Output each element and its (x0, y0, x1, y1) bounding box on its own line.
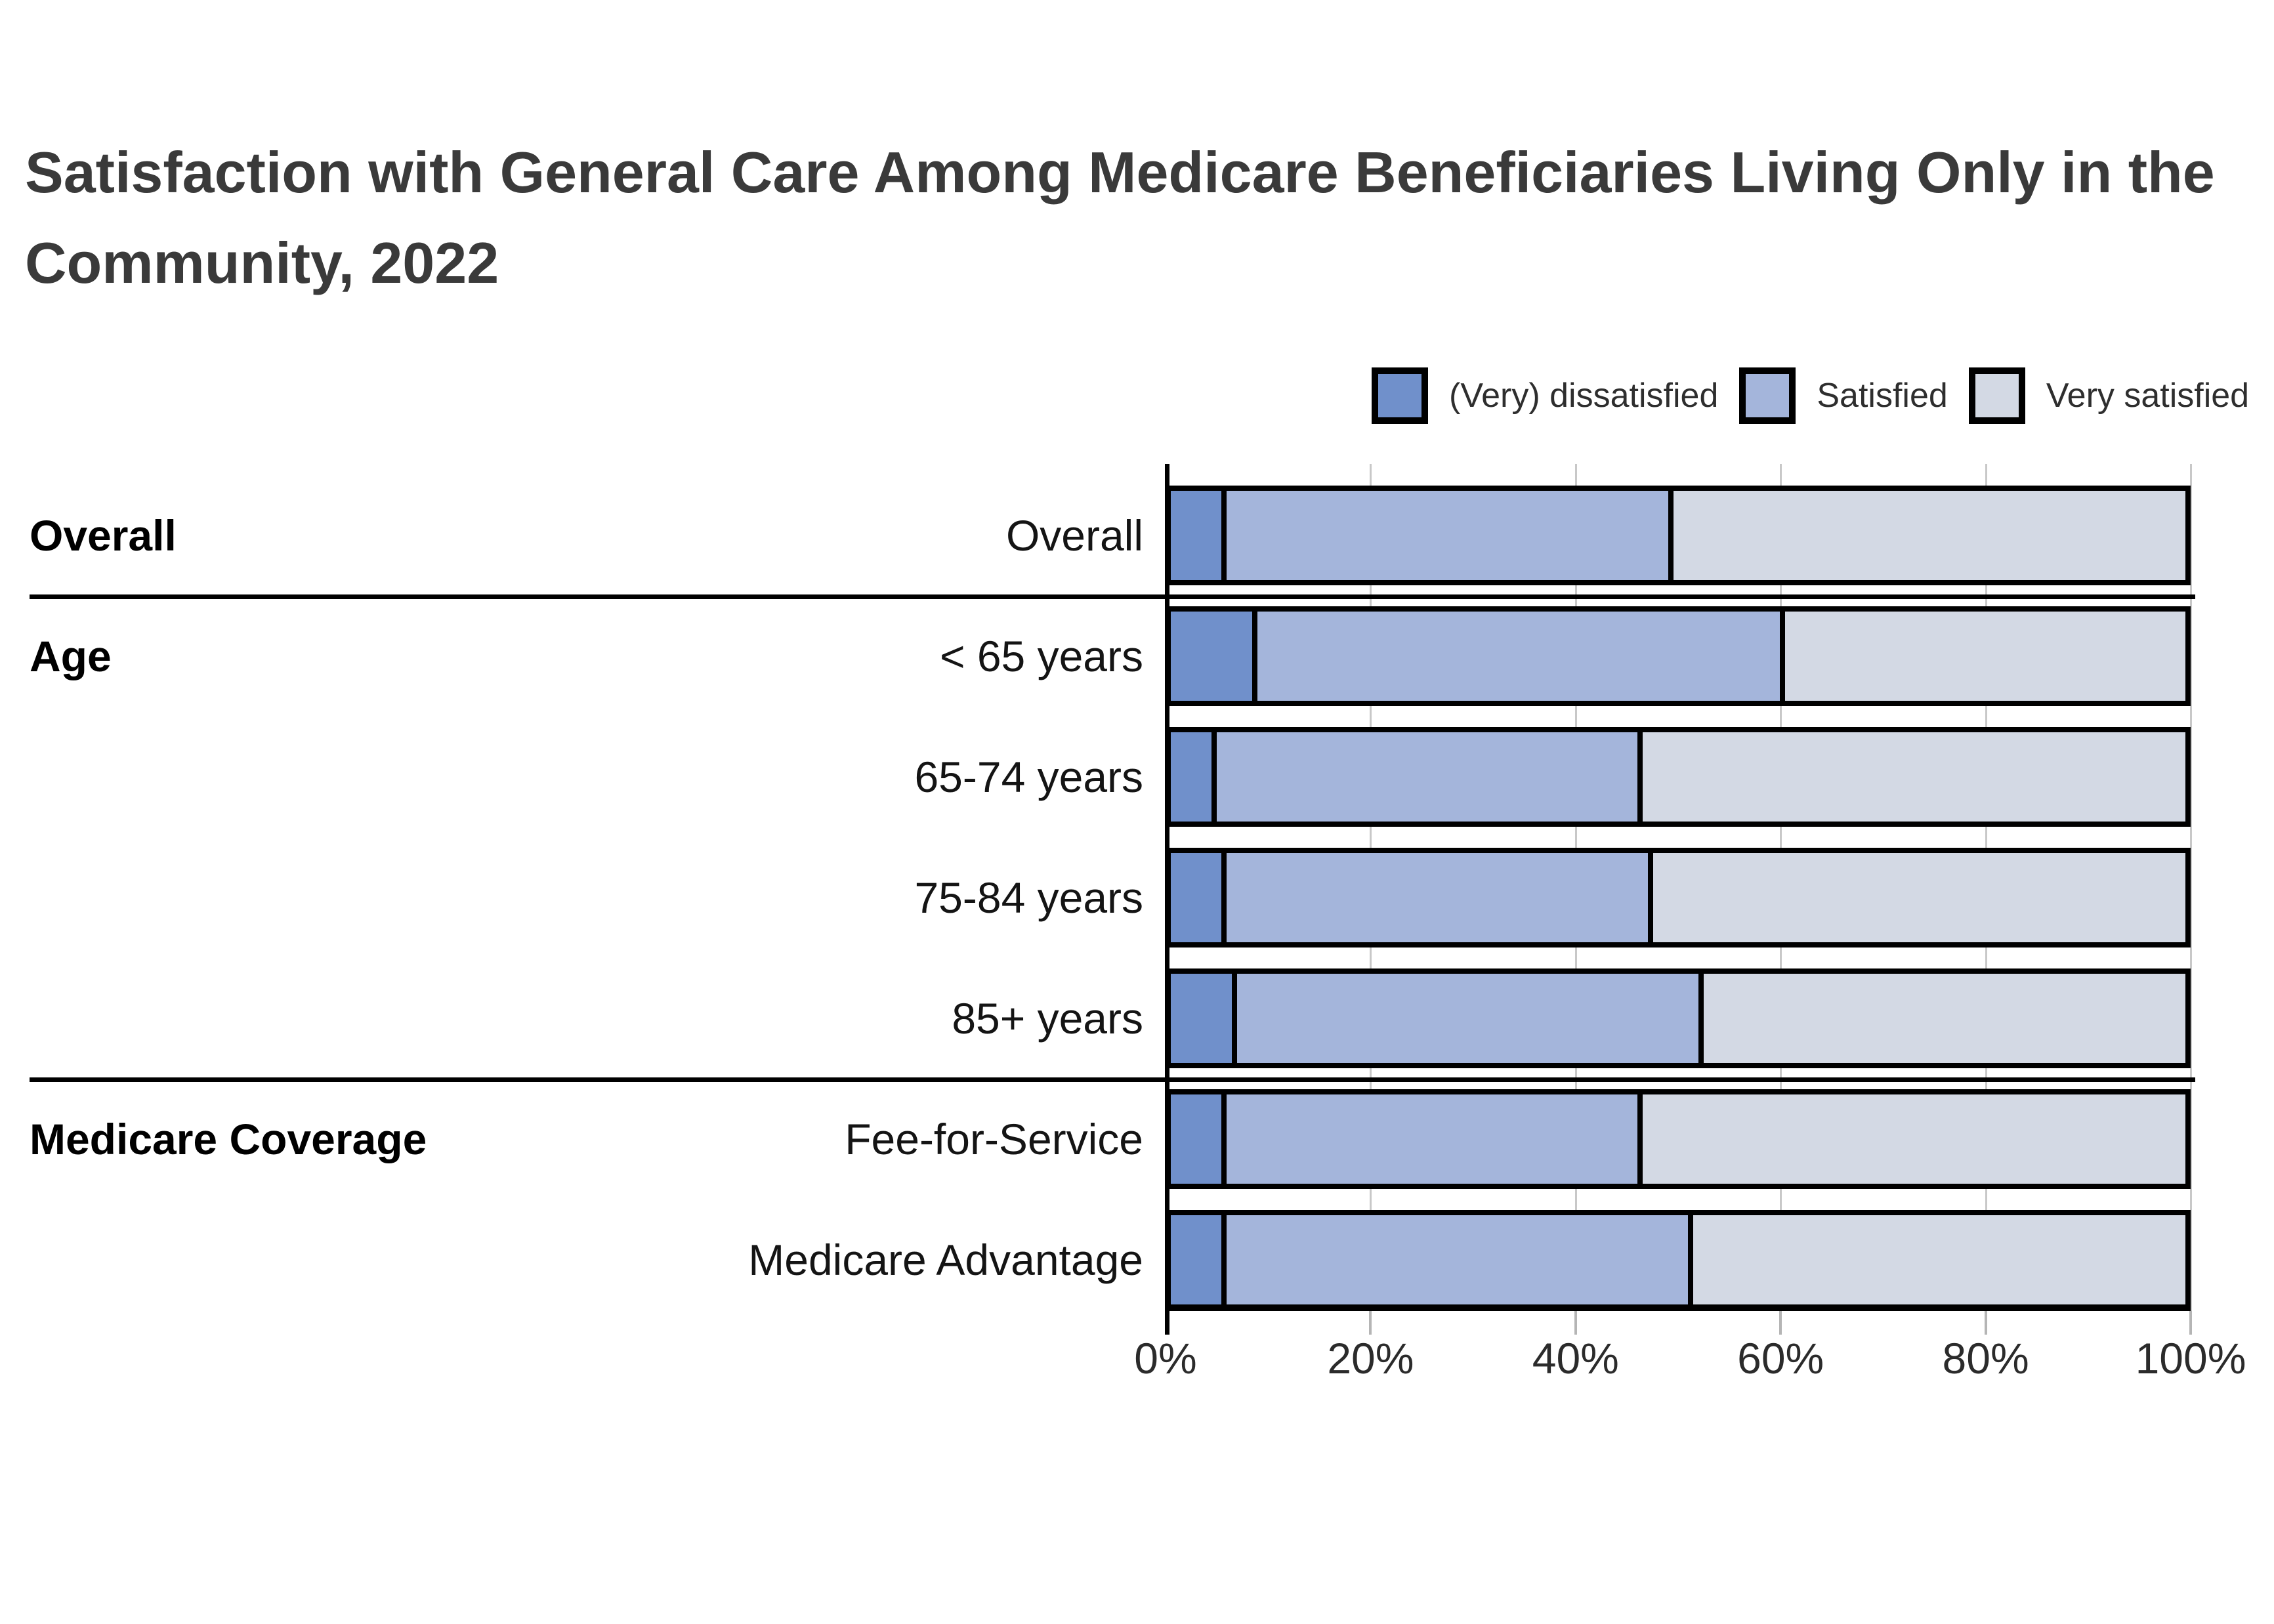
legend-swatch-1 (1372, 367, 1428, 424)
bar-segment-4-1 (1171, 853, 1222, 942)
chart-title-line1: Satisfaction with General Care Among Med… (25, 140, 2215, 205)
bar-segment-3-3 (1637, 732, 2185, 822)
x-axis-tick-label-40: 40% (1532, 1334, 1619, 1383)
legend-item-1: (Very) dissatisfied (1372, 367, 1718, 424)
bar-segment-5-1 (1171, 974, 1232, 1063)
bar-segment-1-1 (1171, 491, 1222, 580)
section-separator-1 (30, 594, 2195, 599)
bar-row-2 (1166, 606, 2191, 706)
bar-segment-7-2 (1221, 1215, 1689, 1304)
legend-label-1: (Very) dissatisfied (1449, 377, 1719, 415)
bar-row-7 (1166, 1210, 2191, 1310)
row-label-1: Overall (1005, 511, 1143, 560)
bar-segment-6-2 (1221, 1094, 1638, 1184)
row-label-6: Fee-for-Service (845, 1115, 1143, 1163)
section-separator-2 (30, 1077, 2195, 1082)
row-label-4: 75-84 years (914, 873, 1143, 922)
gridline-100 (2190, 464, 2192, 1311)
x-axis-tick-80 (1984, 1311, 1987, 1335)
bar-row-5 (1166, 968, 2191, 1068)
bar-segment-2-2 (1252, 612, 1780, 701)
bar-segment-1-3 (1668, 491, 2185, 580)
x-axis-tick-60 (1779, 1311, 1782, 1335)
section-label-1: Overall (30, 511, 177, 560)
x-axis-tick-label-100: 100% (2135, 1334, 2246, 1383)
bar-row-3 (1166, 727, 2191, 827)
bar-segment-2-1 (1171, 612, 1252, 701)
chart-legend: (Very) dissatisfied Satisfied Very satisfi… (1372, 366, 2249, 425)
bar-segment-7-3 (1688, 1215, 2185, 1304)
row-label-7: Medicare Advantage (748, 1236, 1143, 1284)
bar-row-6 (1166, 1089, 2191, 1189)
bar-segment-4-3 (1647, 853, 2185, 942)
row-label-2: < 65 years (939, 632, 1143, 680)
bar-row-4 (1166, 848, 2191, 947)
bar-segment-1-2 (1221, 491, 1668, 580)
bar-segment-3-2 (1211, 732, 1638, 822)
bar-segment-5-2 (1231, 974, 1698, 1063)
bar-segment-3-1 (1171, 732, 1211, 822)
x-axis-tick-label-20: 20% (1327, 1334, 1414, 1383)
bar-segment-6-1 (1171, 1094, 1222, 1184)
chart-title: Satisfaction with General Care Among Med… (25, 127, 2215, 308)
legend-label-3: Very satisfied (2046, 377, 2250, 415)
bar-segment-6-3 (1637, 1094, 2185, 1184)
bar-segment-4-2 (1221, 853, 1648, 942)
row-label-3: 65-74 years (914, 753, 1143, 801)
bar-row-1 (1166, 486, 2191, 585)
legend-item-3: Very satisfied (1968, 367, 2250, 424)
x-axis-tick-label-60: 60% (1737, 1334, 1824, 1383)
legend-swatch-2 (1739, 367, 1796, 424)
section-label-2: Age (30, 632, 112, 680)
section-label-3: Medicare Coverage (30, 1115, 427, 1163)
bar-segment-5-3 (1698, 974, 2185, 1063)
bar-segment-7-1 (1171, 1215, 1222, 1304)
x-axis-tick-label-0: 0% (1134, 1334, 1197, 1383)
legend-item-2: Satisfied (1739, 367, 1948, 424)
bar-segment-2-3 (1779, 612, 2185, 701)
chart-title-line2: Community, 2022 (25, 230, 499, 295)
x-axis-tick-20 (1369, 1311, 1372, 1335)
legend-label-2: Satisfied (1817, 377, 1948, 415)
x-axis-tick-40 (1574, 1311, 1577, 1335)
row-label-5: 85+ years (952, 994, 1143, 1043)
plot-area (1165, 464, 2192, 1335)
legend-swatch-3 (1968, 367, 2025, 424)
x-axis-tick-100 (2189, 1311, 2192, 1335)
x-axis-tick-label-80: 80% (1942, 1334, 2029, 1383)
